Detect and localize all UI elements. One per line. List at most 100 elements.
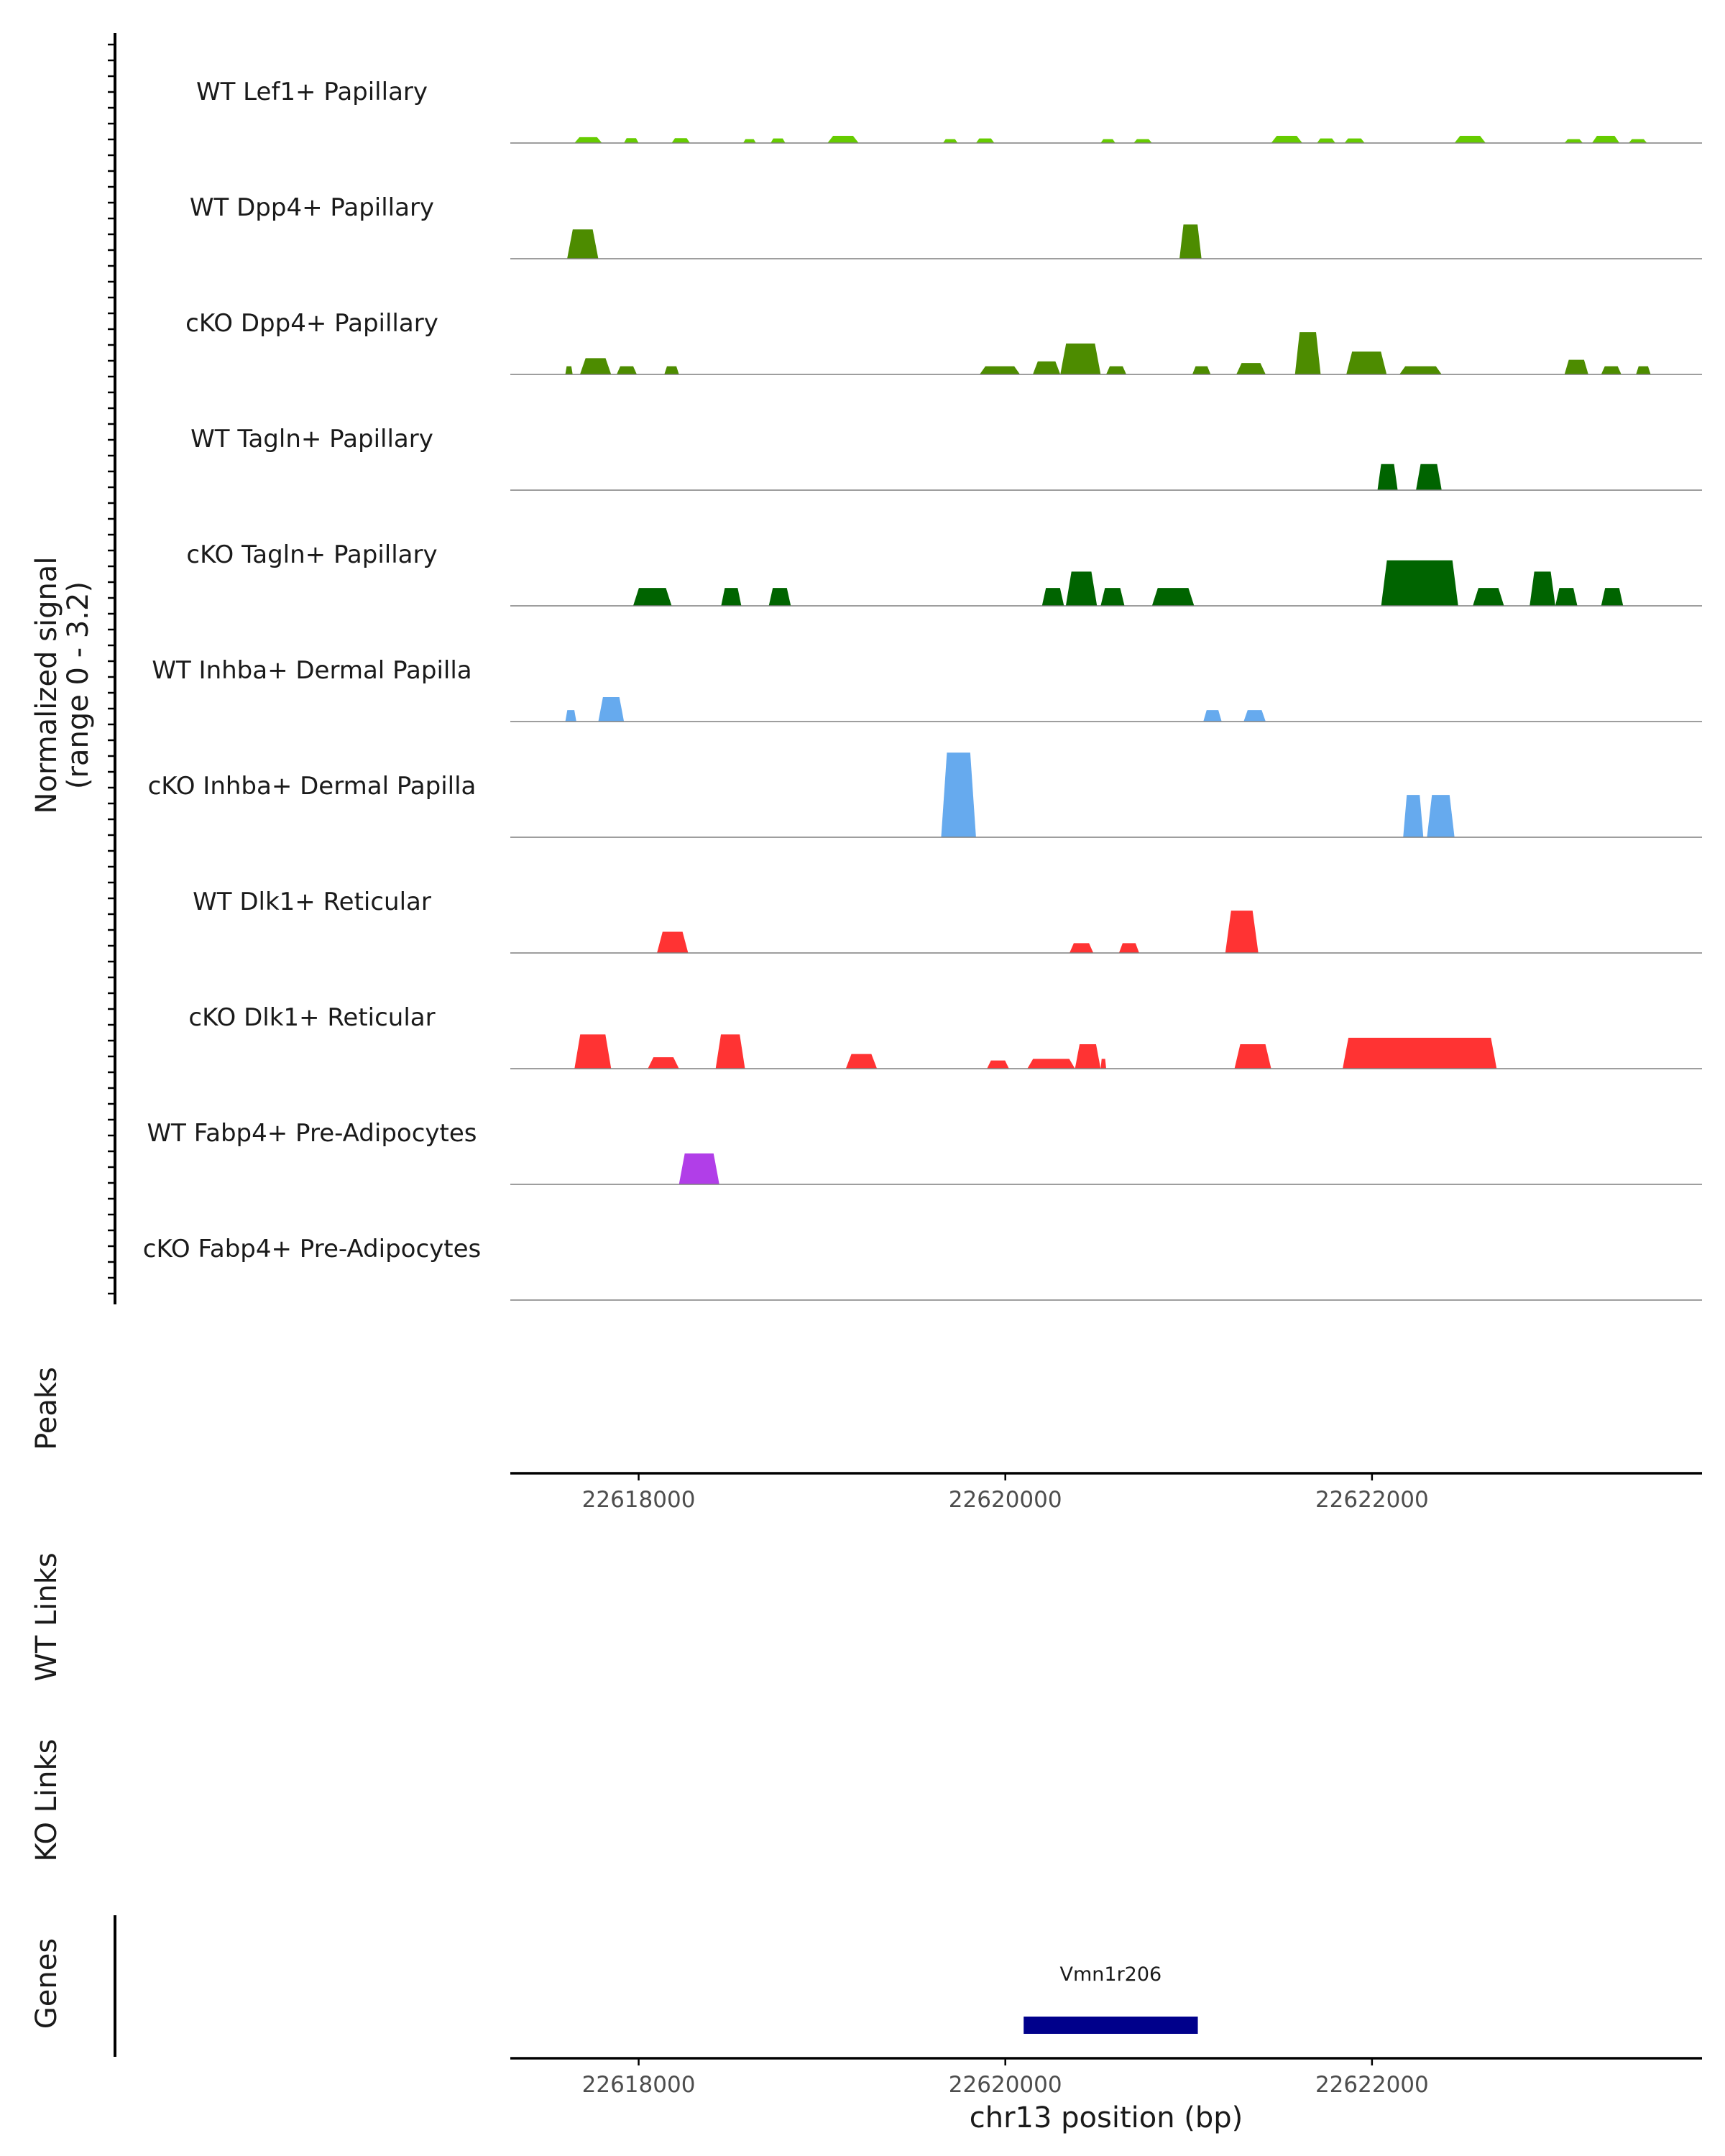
coverage-peak <box>979 366 1021 374</box>
track-label: WT Fabp4+ Pre-Adipocytes <box>147 1119 477 1148</box>
gene-body <box>1024 2017 1198 2034</box>
coverage-peak <box>1075 1044 1101 1069</box>
coverage-peak <box>942 139 958 143</box>
coverage-peak <box>845 1054 878 1069</box>
coverage-peak <box>1344 138 1365 143</box>
coverage-peak <box>987 1060 1009 1069</box>
coverage-peak <box>1133 139 1152 143</box>
coverage-peak <box>1601 588 1624 606</box>
coverage-peak <box>1454 136 1486 143</box>
gene-annotations: Vmn1r206 <box>1024 1963 1198 2034</box>
coverage-track: cKO Dpp4+ Papillary <box>185 309 1702 375</box>
coverage-peak <box>1530 571 1555 606</box>
coverage-peak <box>1069 943 1094 953</box>
x-tick-label: 22618000 <box>582 1487 696 1513</box>
coverage-peak <box>827 136 859 143</box>
gene-label: Vmn1r206 <box>1060 1963 1162 1986</box>
track-label: cKO Dpp4+ Papillary <box>185 309 438 338</box>
coverage-peak <box>1427 795 1455 837</box>
coverage-peak <box>1225 911 1259 953</box>
coverage-peak <box>664 366 679 374</box>
coverage-peak <box>1403 795 1424 837</box>
coverage-peak <box>715 1034 745 1069</box>
signal-axis-title: Normalized signal <box>30 557 63 814</box>
coverage-peak <box>1555 588 1578 606</box>
coverage-peak <box>1179 224 1202 259</box>
coverage-peak <box>1317 138 1335 143</box>
coverage-peak <box>1027 1059 1075 1069</box>
genes-track-label: Genes <box>30 1938 63 2029</box>
position-axis-genes: 22618000 22620000 22622000 <box>510 2057 1702 2098</box>
coverage-peak <box>1118 943 1139 953</box>
coverage-peak <box>1628 139 1647 143</box>
coverage-peak <box>1065 571 1098 606</box>
x-tick-label: 22622000 <box>1315 1487 1429 1513</box>
coverage-peak <box>1564 359 1588 374</box>
wt-links-track-label: WT Links <box>30 1552 63 1681</box>
track-label: WT Dpp4+ Papillary <box>190 193 434 222</box>
coverage-peak <box>1346 351 1387 374</box>
position-axis-peaks: 22618000 22620000 22622000 <box>510 1472 1702 1513</box>
coverage-track: WT Dlk1+ Reticular <box>193 888 1702 954</box>
coverage-peak <box>632 588 672 606</box>
track-label: WT Tagln+ Papillary <box>190 425 433 453</box>
coverage-track: WT Inhba+ Dermal Papilla <box>152 656 1702 722</box>
peaks-track-label: Peaks <box>30 1367 63 1450</box>
track-label: cKO Dlk1+ Reticular <box>188 1003 435 1032</box>
coverage-peak <box>1041 588 1064 606</box>
coverage-peak <box>1601 366 1622 374</box>
coverage-peak <box>1243 710 1266 722</box>
track-label: cKO Inhba+ Dermal Papilla <box>148 772 477 801</box>
coverage-peak <box>1381 560 1458 606</box>
coverage-peak <box>616 366 638 374</box>
coverage-peak <box>671 138 690 143</box>
coverage-peak <box>1236 363 1266 374</box>
coverage-peak <box>574 1034 612 1069</box>
coverage-peak <box>1151 588 1195 606</box>
coverage-peak <box>574 137 602 143</box>
coverage-peak <box>1100 588 1125 606</box>
coverage-peak <box>567 229 599 259</box>
coverage-track: WT Tagln+ Papillary <box>190 425 1702 491</box>
coverage-peak <box>1399 366 1442 374</box>
x-axis-title: chr13 position (bp) <box>970 2101 1243 2134</box>
coverage-peak <box>565 366 573 374</box>
coverage-peak <box>598 697 625 722</box>
coverage-tracks: WT Lef1+ Papillary WT Dpp4+ Papillary cKO … <box>143 78 1702 1301</box>
coverage-peak <box>768 588 791 606</box>
coverage-peak <box>1591 136 1620 143</box>
coverage-track: WT Lef1+ Papillary <box>196 78 1702 144</box>
coverage-track: cKO Fabp4+ Pre-Adipocytes <box>143 1235 1702 1301</box>
coverage-peak <box>941 752 976 837</box>
coverage-track: WT Dpp4+ Papillary <box>190 193 1702 259</box>
coverage-peak <box>648 1057 679 1069</box>
x-tick-label: 22622000 <box>1315 2072 1429 2098</box>
track-label: cKO Fabp4+ Pre-Adipocytes <box>143 1235 482 1263</box>
coverage-peak <box>1100 1059 1106 1069</box>
x-tick-label: 22618000 <box>582 2072 696 2098</box>
coverage-peak <box>1473 588 1504 606</box>
x-tick-label: 22620000 <box>949 1487 1062 1513</box>
coverage-peak <box>1636 366 1651 374</box>
coverage-peak <box>1343 1037 1497 1069</box>
coverage-peak <box>678 1153 719 1184</box>
coverage-peak <box>1100 139 1116 143</box>
coverage-peak <box>1192 366 1211 374</box>
track-label: WT Dlk1+ Reticular <box>193 888 431 916</box>
coverage-peak <box>1564 139 1583 143</box>
coverage-peak <box>1416 464 1442 490</box>
ko-links-track-label: KO Links <box>30 1739 63 1862</box>
coverage-peak <box>1203 710 1222 722</box>
coverage-peak <box>1060 343 1101 374</box>
signal-axis-range: (range 0 - 3.2) <box>62 581 95 789</box>
coverage-peak <box>770 138 786 143</box>
track-label: WT Inhba+ Dermal Papilla <box>152 656 472 685</box>
track-label: cKO Tagln+ Papillary <box>186 540 437 569</box>
signal-y-axis <box>108 33 116 1304</box>
coverage-peak <box>742 139 756 143</box>
coverage-peak <box>1234 1044 1271 1069</box>
coverage-peak <box>624 138 639 143</box>
coverage-peak <box>1032 361 1061 374</box>
coverage-track: cKO Dlk1+ Reticular <box>188 1003 1702 1069</box>
